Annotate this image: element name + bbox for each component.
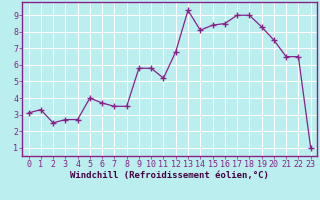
X-axis label: Windchill (Refroidissement éolien,°C): Windchill (Refroidissement éolien,°C)	[70, 171, 269, 180]
